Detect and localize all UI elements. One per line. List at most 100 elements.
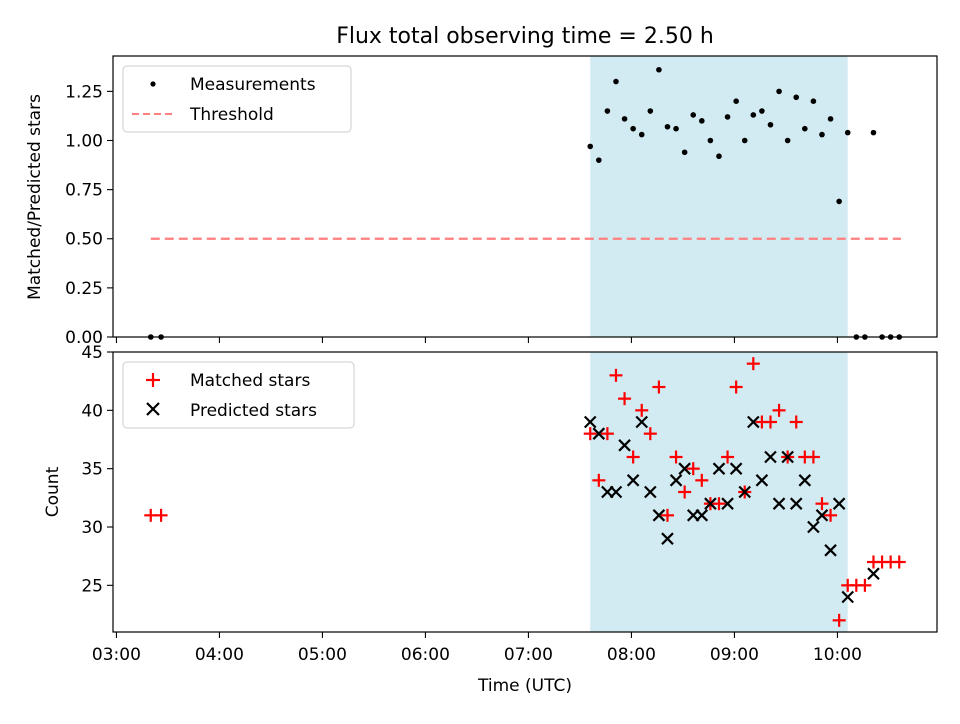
observing-window-shade-bottom: [590, 352, 848, 632]
measurement-point: [621, 116, 628, 122]
count-x-axis: 03:00 04:00 05:00 06:00 07:00 08:00 09:00 10:00: [92, 632, 862, 665]
y-tick-label: 35: [81, 460, 103, 480]
legend-matched-label: Matched stars: [190, 371, 310, 391]
x-tick-label: 04:00: [195, 645, 244, 665]
predicted-star-point: [721, 497, 734, 510]
legend-measurements-marker: [150, 81, 156, 87]
predicted-star-point: [678, 462, 691, 475]
measurement-point: [587, 143, 594, 150]
legend-predicted-marker: [146, 402, 160, 416]
ratio-legend-box: [122, 65, 352, 133]
predicted-star-point: [635, 415, 649, 429]
legend-matched-marker: [146, 373, 160, 387]
measurement-point: [664, 123, 671, 130]
measurement-point: [827, 116, 834, 122]
matched-star-point: [806, 450, 820, 464]
measurement-point: [681, 149, 688, 156]
x-axis-label: Time (UTC): [477, 676, 572, 696]
x-tick-label: 03:00: [92, 645, 141, 665]
shaded-span: [590, 352, 848, 632]
measurement-point: [699, 118, 705, 124]
matched-star-point: [686, 462, 700, 476]
matched-star-point: [815, 497, 829, 511]
predicted-star-point: [669, 474, 683, 487]
predicted-star-point: [755, 474, 769, 487]
y-tick-label: 45: [81, 343, 103, 363]
predicted-star-point: [789, 497, 803, 510]
legend-predicted-label: Predicted stars: [190, 401, 317, 421]
predicted-star-point: [592, 427, 606, 440]
matched-star-point: [626, 450, 640, 464]
y-tick-label: 1.00: [65, 131, 103, 151]
matched-star-point: [832, 613, 846, 627]
y-tick-label: 0.00: [65, 328, 103, 348]
legend-measurements-label: Measurements: [190, 75, 316, 95]
count-y-axis-label: Count: [43, 466, 63, 517]
predicted-star-point: [644, 485, 657, 499]
predicted-star-point: [652, 509, 666, 522]
matched-star-point: [858, 578, 872, 592]
matched-star-point: [729, 380, 743, 394]
matched-star-point: [643, 427, 657, 441]
y-tick-label: 30: [81, 518, 103, 538]
ratio-legend: Measurements Threshold: [122, 65, 352, 133]
measurement-point: [759, 108, 765, 114]
ratio-panel: 0.00 0.25 0.50 0.75 1.00 1.25 Matched/Predict…: [25, 55, 938, 348]
x-tick-label: 10:00: [813, 645, 862, 665]
matched-star-point: [746, 357, 760, 371]
predicted-star-point: [738, 485, 752, 499]
measurement-point: [604, 108, 611, 114]
measurement-point: [802, 125, 808, 132]
count-panel-frame: [112, 351, 938, 633]
matched-star-point: [712, 497, 726, 511]
star-count-points: [144, 357, 906, 627]
matched-star-point: [772, 403, 786, 417]
x-tick-label: 08:00: [607, 645, 656, 665]
measurement-point: [810, 98, 817, 104]
y-tick-label: 0.50: [65, 230, 103, 250]
matched-star-point: [678, 485, 692, 499]
measurement-point: [707, 137, 714, 144]
legend-threshold-label: Threshold: [189, 105, 274, 125]
measurement-points: [147, 66, 903, 340]
predicted-star-point: [867, 567, 880, 580]
matched-star-point: [892, 555, 906, 569]
measurement-point: [870, 129, 877, 136]
matched-star-point: [600, 427, 614, 441]
x-tick-label: 07:00: [504, 645, 553, 665]
measurement-point: [836, 198, 842, 205]
matched-star-point: [669, 450, 683, 464]
predicted-star-point: [712, 462, 726, 475]
predicted-star-point: [807, 520, 820, 534]
predicted-star-point: [704, 497, 717, 510]
measurement-point: [613, 78, 619, 85]
matched-star-point: [789, 415, 803, 429]
ratio-x-axis: [115, 337, 838, 343]
count-panel: 25 30 35 40 45 03:00 04:00 05:00 06:00 07:00 08:0…: [43, 343, 938, 696]
observing-window-shade-top: [590, 56, 848, 337]
y-tick-label: 40: [81, 401, 103, 421]
matched-star-point: [824, 508, 838, 522]
predicted-star-point: [626, 474, 640, 487]
y-tick-label: 1.25: [65, 82, 103, 102]
predicted-star-point: [583, 415, 597, 429]
predicted-star-point: [661, 532, 674, 545]
measurement-point: [819, 131, 825, 138]
measurement-point: [776, 88, 782, 95]
predicted-star-point: [772, 497, 786, 510]
y-tick-label: 0.25: [65, 279, 103, 299]
matched-star-point: [652, 380, 666, 394]
predicted-star-point: [798, 474, 812, 487]
matched-star-point: [635, 403, 649, 417]
predicted-star-point: [764, 450, 777, 464]
chart-title: Flux total observing time = 2.50 h: [336, 24, 714, 49]
measurement-point: [844, 129, 851, 136]
count-legend: Matched stars Predicted stars: [122, 361, 355, 429]
x-tick-label: 06:00: [401, 645, 450, 665]
predicted-star-point: [729, 462, 743, 475]
ratio-y-axis: 0.00 0.25 0.50 0.75 1.00 1.25: [65, 82, 113, 348]
measurement-point: [716, 153, 722, 160]
shaded-span: [590, 56, 848, 337]
measurement-point: [784, 137, 791, 144]
matched-star-point: [695, 473, 709, 487]
